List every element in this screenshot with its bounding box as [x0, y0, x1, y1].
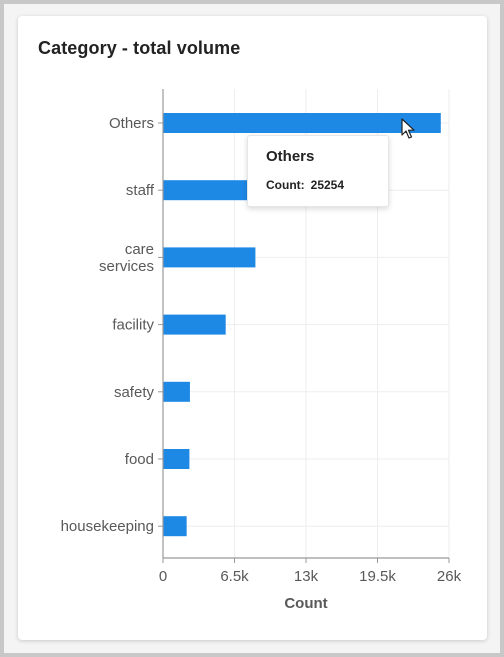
axes [158, 89, 450, 563]
category-labels: Others staff care services facility safety foo… [61, 115, 155, 535]
tooltip-title: Others [266, 148, 315, 165]
category-label: Others [109, 115, 154, 132]
category-label: safety [114, 384, 155, 401]
bar[interactable] [163, 516, 187, 537]
tooltip-count-label: Count: [266, 178, 305, 192]
bar[interactable] [163, 449, 190, 469]
x-tick-labels: 0 6.5k 13k 19.5k 26k [159, 568, 462, 585]
bar[interactable] [163, 247, 256, 268]
tooltip-count-value: 25254 [310, 178, 345, 192]
x-tick-label: 0 [159, 568, 167, 585]
x-tick-label: 26k [437, 568, 462, 585]
tooltip-count-row: Count: 25254 [266, 178, 344, 192]
x-tick-label: 19.5k [359, 568, 396, 585]
bar[interactable] [163, 113, 441, 133]
category-label: staff [126, 182, 155, 199]
category-label: facility [112, 317, 154, 334]
bar[interactable] [163, 381, 190, 402]
category-label: food [125, 451, 154, 468]
x-axis-title: Count [284, 595, 327, 612]
x-tick-label: 6.5k [220, 568, 249, 585]
tooltip: Others Count: 25254 [247, 135, 389, 207]
mouse-pointer-icon [401, 118, 415, 139]
bar[interactable] [163, 314, 226, 335]
chart-title: Category - total volume [38, 38, 241, 58]
category-label: housekeeping [61, 518, 154, 535]
x-tick-label: 13k [294, 568, 319, 585]
category-label: care services [99, 241, 154, 275]
